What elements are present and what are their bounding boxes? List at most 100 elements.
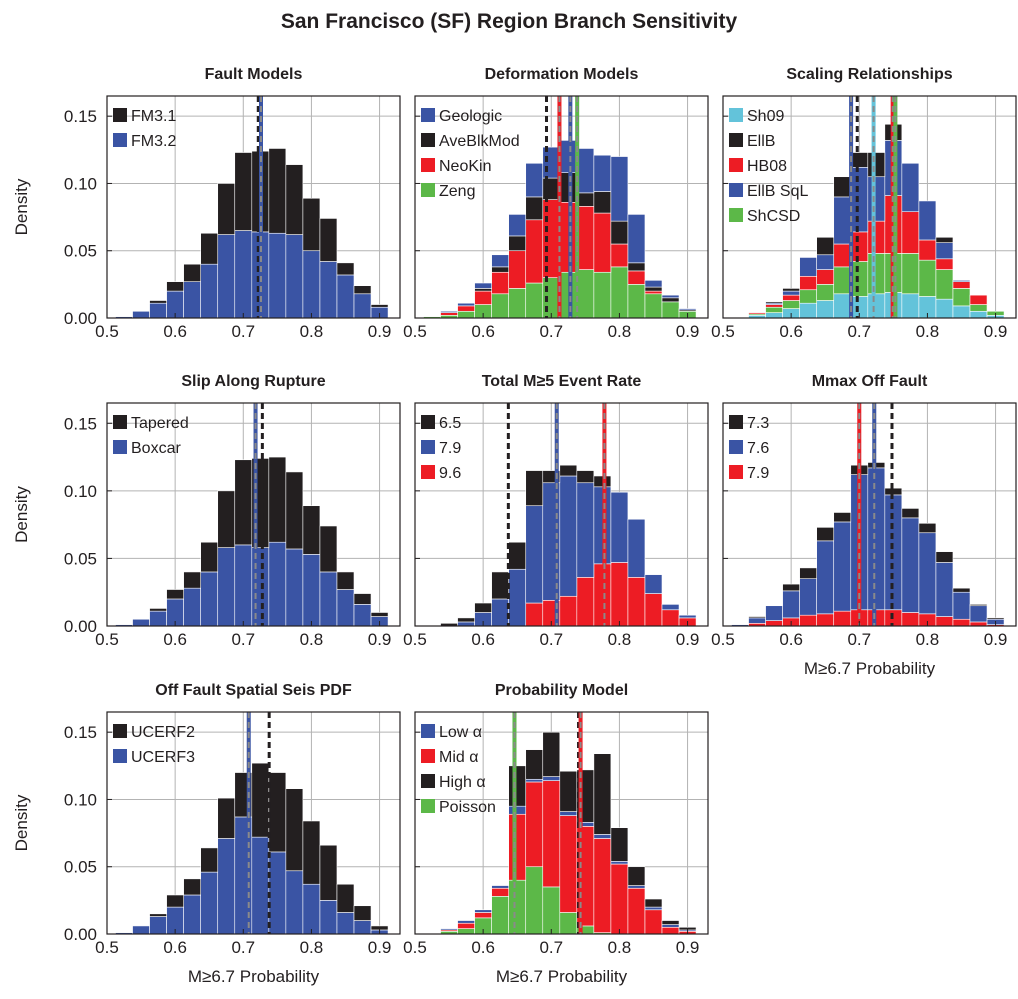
bar-blue (525, 778, 544, 783)
bar-black (474, 602, 492, 613)
bar-red (644, 909, 663, 935)
bar-black (319, 844, 338, 901)
bar-red (542, 780, 561, 888)
bar-green (457, 310, 475, 319)
bar-blue (353, 604, 372, 627)
bar-cyan (901, 293, 920, 319)
bar-black (559, 172, 578, 203)
legend-swatch (729, 208, 743, 222)
bar-blue (508, 568, 527, 627)
bar-blue (491, 598, 509, 627)
bar-black (918, 522, 937, 534)
bar-black (748, 616, 766, 619)
bar-black (542, 731, 561, 777)
bar-blue (285, 548, 304, 627)
panel-4: Slip Along Rupture 0.5 0.6 0.7 0.8 0.9 0.00 0.0… (12, 373, 401, 649)
legend-swatch (113, 440, 127, 454)
x-tick-label: 0.5 (403, 322, 427, 341)
bar-black (285, 471, 304, 550)
bar-black (285, 788, 304, 872)
bar-black (149, 300, 167, 304)
y-tick-label: 0.00 (64, 617, 97, 636)
panel-2: Deformation Models 0.5 0.6 0.7 0.8 0.9 Geologi… (403, 66, 709, 341)
bar-blue (319, 900, 338, 935)
x-tick-label: 0.9 (368, 938, 392, 957)
bar-black (166, 589, 184, 600)
bar-blue (200, 871, 219, 935)
bar-blue (799, 257, 817, 277)
x-tick-label: 0.9 (676, 938, 700, 957)
bar-blue (132, 618, 150, 627)
bar-green (644, 293, 663, 319)
bar-red (525, 219, 544, 284)
bar-black (627, 866, 646, 886)
bar-black (302, 197, 321, 252)
legend-label: UCERF3 (131, 749, 195, 766)
bar-black (816, 236, 835, 256)
bar-red (474, 912, 492, 919)
plot-frame (106, 402, 401, 627)
bar-green (491, 896, 509, 935)
bar-black (661, 920, 680, 925)
x-tick-label: 0.9 (676, 630, 700, 649)
legend-swatch (113, 415, 127, 429)
legend-label: FM3.1 (131, 108, 176, 125)
legend-label: HB08 (747, 158, 787, 175)
bar-blue (816, 540, 835, 615)
x-tick-label: 0.6 (163, 630, 187, 649)
bar-black (576, 470, 595, 484)
bar-red (610, 863, 629, 935)
bar-blue (132, 310, 150, 319)
x-tick-label: 0.7 (231, 322, 255, 341)
bar-blue (593, 834, 612, 839)
legend-swatch (729, 158, 743, 172)
bar-black (302, 820, 321, 885)
y-tick-label: 0.00 (64, 309, 97, 328)
x-tick-label: 0.5 (403, 938, 427, 957)
y-tick-label: 0.05 (64, 242, 97, 261)
bar-blue (918, 200, 937, 241)
bar-red (644, 290, 663, 295)
bar-blue (217, 547, 236, 627)
panel-title: Probability Model (495, 682, 628, 699)
legend: Sh09 EllB HB08 EllB SqL ShCSD (729, 108, 808, 225)
panel-title: Off Fault Spatial Seis PDF (155, 682, 352, 699)
bar-black (370, 612, 389, 617)
x-tick-label: 0.6 (163, 938, 187, 957)
x-tick-label: 0.6 (471, 938, 495, 957)
bar-green (525, 282, 544, 319)
panel-5: Total M≥5 Event Rate 0.5 0.6 0.7 0.8 0.9 6.5 7.… (403, 373, 709, 649)
panel-6: Mmax Off Fault 0.5 0.6 0.7 0.8 0.9 M≥6.7 Proba… (711, 373, 1017, 678)
bar-green (816, 284, 835, 301)
bar-black (833, 512, 852, 523)
bar-red (644, 593, 663, 627)
legend-label: EllB (747, 133, 775, 150)
panel-title: Slip Along Rupture (181, 373, 325, 390)
bar-blue (200, 263, 219, 319)
bar-black (336, 262, 355, 276)
bar-cyan (867, 293, 886, 319)
bar-black (576, 192, 595, 207)
bar-black (200, 847, 219, 873)
x-tick-label: 0.5 (403, 630, 427, 649)
x-tick-label: 0.7 (847, 630, 871, 649)
bar-black (593, 191, 612, 214)
y-tick-label: 0.10 (64, 482, 97, 501)
bar-green (508, 879, 527, 935)
x-axis-label: M≥6.7 Probability (804, 659, 936, 678)
bar-green (799, 289, 817, 304)
legend-label: Mid α (439, 749, 478, 766)
bar-blue (353, 920, 372, 935)
bar-black (644, 286, 663, 292)
bar-red (833, 610, 852, 627)
y-axis-label: Density (12, 178, 31, 235)
bar-red (576, 206, 595, 270)
bar-red (627, 887, 646, 935)
panel-title: Fault Models (205, 66, 303, 83)
legend-swatch (113, 749, 127, 763)
y-tick-label: 0.05 (64, 858, 97, 877)
bar-green (901, 253, 920, 295)
legend-swatch (421, 799, 435, 813)
bar-green (542, 886, 561, 935)
legend-swatch (421, 465, 435, 479)
